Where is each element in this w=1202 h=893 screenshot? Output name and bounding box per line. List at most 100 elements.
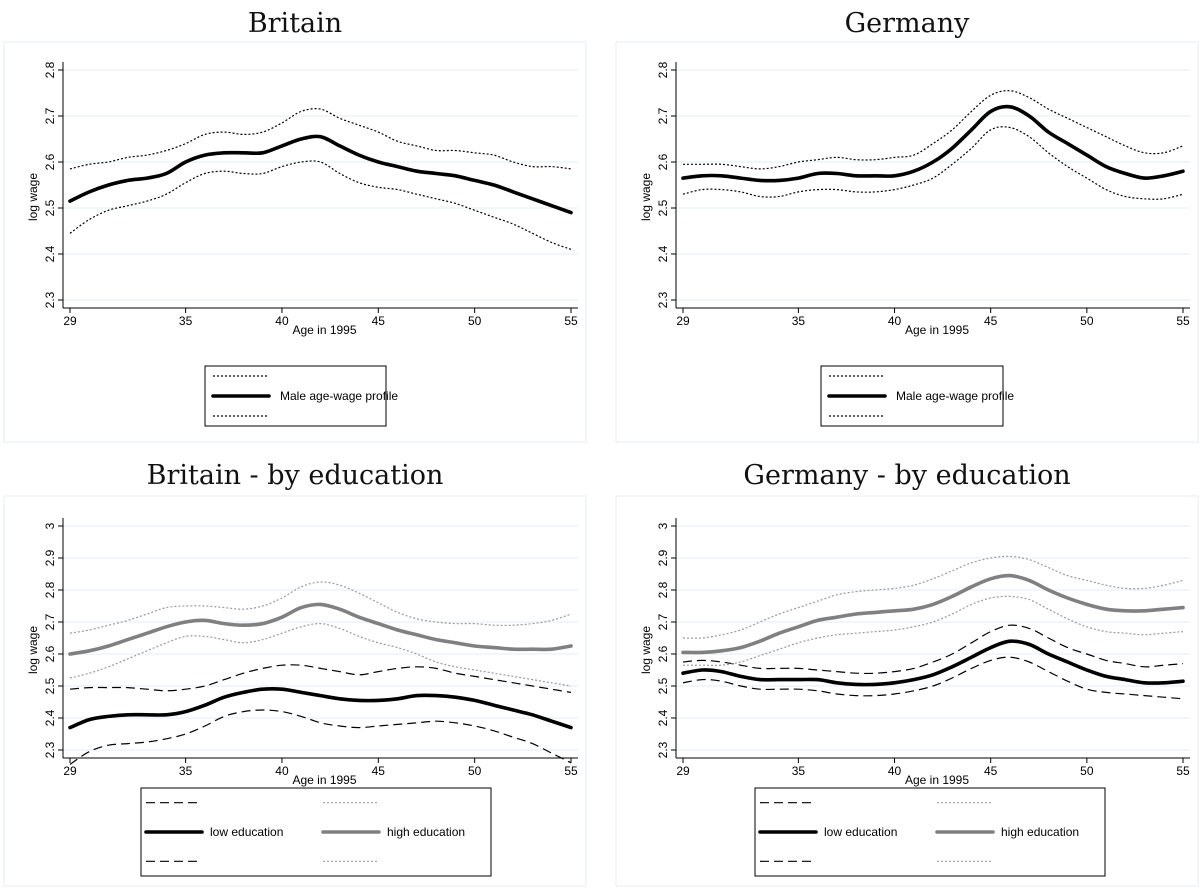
y-tick-label: 2.4 bbox=[656, 245, 670, 262]
legend-label: low education bbox=[210, 825, 283, 839]
legend-label: low education bbox=[824, 825, 897, 839]
x-tick-label: 40 bbox=[888, 314, 902, 328]
legend-label: high education bbox=[1001, 825, 1079, 839]
x-tick-label: 29 bbox=[676, 764, 690, 778]
y-axis-title: log wage bbox=[26, 626, 40, 674]
series-line-0 bbox=[68, 687, 573, 730]
x-tick-label: 45 bbox=[984, 764, 998, 778]
x-tick-label: 35 bbox=[179, 764, 193, 778]
y-tick-label: 2.5 bbox=[43, 199, 57, 216]
x-tick-label: 29 bbox=[63, 764, 77, 778]
x-axis-title: Age in 1995 bbox=[292, 323, 356, 337]
chart-frame bbox=[615, 41, 1199, 443]
y-tick-label: 2.8 bbox=[43, 581, 57, 598]
chart-frame bbox=[3, 495, 587, 887]
y-tick-label: 2.6 bbox=[656, 645, 670, 662]
x-tick-label: 45 bbox=[372, 764, 386, 778]
y-tick-label: 2.7 bbox=[656, 107, 670, 124]
y-tick-label: 2.3 bbox=[43, 291, 57, 308]
series-line-4 bbox=[682, 555, 1184, 639]
y-tick-label: 2.4 bbox=[43, 709, 57, 726]
y-tick-label: 2.3 bbox=[656, 741, 670, 758]
x-tick-label: 40 bbox=[275, 764, 289, 778]
y-axis-title: log wage bbox=[639, 626, 653, 674]
x-tick-label: 29 bbox=[63, 314, 77, 328]
y-tick-label: 2.3 bbox=[656, 291, 670, 308]
x-tick-label: 45 bbox=[372, 314, 386, 328]
legend: Male age-wage profile bbox=[820, 365, 1014, 427]
legend: low education high education bbox=[140, 787, 492, 877]
x-axis-title: Age in 1995 bbox=[905, 323, 969, 337]
chart-panel-0: 2.3 2.4 2.5 2.6 2.7 2.8 29 35 40 45 50 55 Age in 199… bbox=[3, 41, 587, 443]
series-line-1 bbox=[682, 624, 1184, 675]
y-tick-label: 2.9 bbox=[656, 549, 670, 566]
series-line-5 bbox=[683, 595, 1184, 667]
y-tick-label: 2.7 bbox=[43, 107, 57, 124]
y-tick-label: 2.3 bbox=[43, 741, 57, 758]
series-line-2 bbox=[69, 709, 572, 765]
y-tick-label: 2.6 bbox=[43, 153, 57, 170]
x-tick-label: 50 bbox=[468, 764, 482, 778]
series-line-0 bbox=[68, 134, 573, 215]
y-axis-title: log wage bbox=[26, 173, 40, 221]
y-tick-label: 2.5 bbox=[656, 199, 670, 216]
x-tick-label: 35 bbox=[179, 314, 193, 328]
y-tick-label: 2.8 bbox=[656, 61, 670, 78]
legend: low education high education bbox=[754, 787, 1106, 877]
x-axis-title: Age in 1995 bbox=[905, 773, 969, 787]
x-tick-label: 35 bbox=[792, 764, 806, 778]
x-tick-label: 40 bbox=[275, 314, 289, 328]
y-tick-label: 2.4 bbox=[43, 245, 57, 262]
y-tick-label: 3 bbox=[656, 522, 670, 529]
y-tick-label: 2.8 bbox=[656, 581, 670, 598]
x-tick-label: 55 bbox=[1176, 314, 1190, 328]
x-tick-label: 55 bbox=[564, 314, 578, 328]
chart-panel-3: 2.3 2.4 2.5 2.6 2.7 2.8 2.9 3 29 35 40 45 50 55 Age in… bbox=[615, 495, 1199, 887]
y-tick-label: 2.8 bbox=[43, 61, 57, 78]
legend: Male age-wage profile bbox=[204, 365, 398, 427]
x-tick-label: 45 bbox=[984, 314, 998, 328]
y-tick-label: 2.6 bbox=[43, 645, 57, 662]
series-line-5 bbox=[69, 622, 572, 687]
y-tick-label: 2.7 bbox=[43, 613, 57, 630]
series-line-4 bbox=[69, 581, 572, 634]
y-tick-label: 2.4 bbox=[656, 709, 670, 726]
y-tick-label: 3 bbox=[43, 522, 57, 529]
series-line-2 bbox=[682, 126, 1184, 200]
y-tick-label: 2.5 bbox=[43, 677, 57, 694]
series-line-0 bbox=[681, 639, 1185, 687]
series-line-1 bbox=[69, 108, 572, 170]
legend-label: high education bbox=[387, 825, 465, 839]
chart-panel-2: 2.3 2.4 2.5 2.6 2.7 2.8 2.9 3 29 35 40 45 50 55 Age in… bbox=[3, 495, 587, 887]
series-line-0 bbox=[681, 104, 1185, 183]
series-line-2 bbox=[69, 160, 572, 250]
y-tick-label: 2.6 bbox=[656, 153, 670, 170]
x-tick-label: 50 bbox=[1080, 314, 1094, 328]
chart-title-britain: Britain bbox=[247, 8, 343, 39]
chart-frame bbox=[615, 495, 1199, 887]
series-line-3 bbox=[68, 602, 573, 656]
chart-title-britain-by-education: Britain - by education bbox=[146, 460, 444, 491]
y-tick-label: 2.5 bbox=[656, 677, 670, 694]
x-tick-label: 35 bbox=[792, 314, 806, 328]
chart-frame bbox=[3, 41, 587, 443]
series-line-1 bbox=[683, 90, 1184, 170]
series-line-1 bbox=[69, 664, 572, 693]
chart-title-germany-by-education: Germany - by education bbox=[743, 460, 1071, 491]
y-tick-label: 2.7 bbox=[656, 613, 670, 630]
legend-label: Male age-wage profile bbox=[280, 389, 398, 403]
x-tick-label: 50 bbox=[468, 314, 482, 328]
chart-panel-1: 2.3 2.4 2.5 2.6 2.7 2.8 29 35 40 45 50 55 Age in 199… bbox=[615, 41, 1199, 443]
series-line-2 bbox=[682, 656, 1184, 700]
legend-label: Male age-wage profile bbox=[896, 389, 1014, 403]
y-tick-label: 2.9 bbox=[43, 549, 57, 566]
y-axis-title: log wage bbox=[639, 173, 653, 221]
chart-title-germany: Germany bbox=[844, 8, 970, 39]
x-tick-label: 29 bbox=[676, 314, 690, 328]
x-tick-label: 55 bbox=[1176, 764, 1190, 778]
x-tick-label: 40 bbox=[888, 764, 902, 778]
x-tick-label: 55 bbox=[564, 764, 578, 778]
x-tick-label: 50 bbox=[1080, 764, 1094, 778]
x-axis-title: Age in 1995 bbox=[292, 773, 356, 787]
